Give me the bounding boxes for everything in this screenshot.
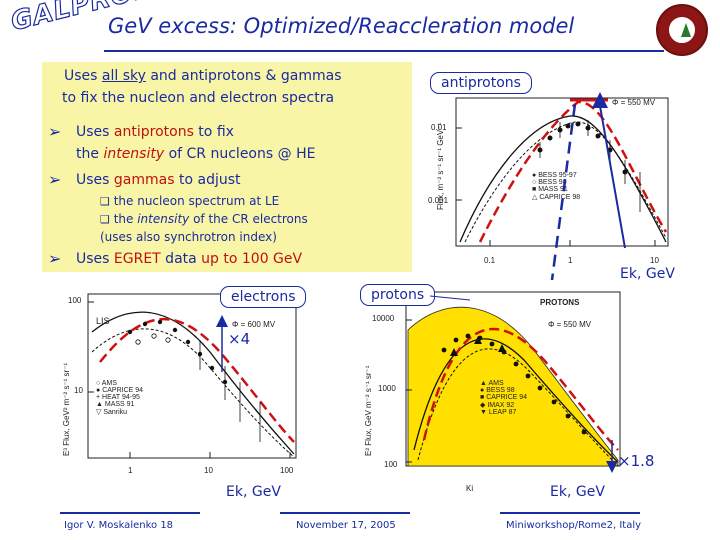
footer-date: November 17, 2005 [296, 520, 396, 531]
protons-tag: protons [360, 284, 436, 306]
university-seal-icon [656, 4, 708, 56]
intro-line-1: Uses all sky and antiprotons & gammas [64, 68, 342, 84]
pbar-ylabel: Flux, m⁻² s⁻¹ sr⁻¹ GeV⁻¹ [436, 122, 445, 210]
proton-xlabel: Ki [466, 484, 474, 493]
electron-ytick: 100 [68, 296, 82, 305]
slide-title: GeV excess: Optimized/Reaccleration mode… [108, 14, 575, 38]
proton-ytick: 10000 [372, 314, 395, 323]
electron-xtick: 10 [204, 466, 213, 475]
pbar-ytick: 0.01 [431, 123, 447, 132]
pbar-phi: Φ = 550 MV [612, 98, 656, 107]
proton-legend: ▲ AMS ● BESS 98 ■ CAPRICE 94 ◆ IMAX 92 ▼… [480, 380, 528, 416]
x4-factor: ×4 [228, 330, 251, 348]
footer-rule [500, 512, 640, 514]
bullet-box [42, 62, 412, 272]
intro-line-2: to fix the nucleon and electron spectra [62, 90, 335, 106]
antiprotons-tag: antiprotons [430, 72, 532, 94]
pbar-xtick: 0.1 [484, 256, 496, 265]
bullet-3: Uses EGRET data up to 100 GeV [76, 251, 303, 267]
footer-venue: Miniworkshop/Rome2, Italy [506, 520, 642, 531]
pbar-legend: ● BESS 95-97 ○ BESS 98 ■ MASS 91 △ CAPRI… [532, 172, 581, 201]
arrow-bullet-icon: ➢ [48, 249, 62, 268]
arrow-bullet-icon: ➢ [48, 122, 62, 141]
electron-ytick: 10 [74, 386, 83, 395]
electron-plot [87, 293, 297, 459]
footer-rule [60, 512, 200, 514]
pbar-ytick: 0.001 [428, 196, 449, 205]
pbar-ek-label: Ek, GeV [620, 266, 675, 282]
footer-author: Igor V. Moskalenko 18 [64, 520, 174, 531]
proton-plot [405, 291, 621, 467]
arrow-bullet-icon: ➢ [48, 170, 62, 189]
sub-bullet-2: ❑ the intensity of the CR electrons [100, 212, 308, 226]
pbar-xtick: 10 [650, 256, 659, 265]
proton-phi: Φ = 550 MV [548, 320, 592, 329]
electron-ylabel: E³ Flux, GeV² m⁻² s⁻¹ sr⁻¹ [62, 362, 71, 456]
bullet-1-line-2: the intensity of CR nucleons @ HE [76, 146, 316, 162]
proton-ytick: 100 [384, 460, 398, 469]
electron-phi: Φ = 600 MV [232, 320, 276, 329]
pbar-xtick: 1 [568, 256, 573, 265]
proton-plot-title: PROTONS [540, 298, 580, 307]
electrons-tag: electrons [220, 286, 307, 308]
footer-rule [280, 512, 410, 514]
title-underline [104, 50, 664, 52]
x18-factor: ×1.8 [618, 452, 655, 470]
proton-ek-label: Ek, GeV [550, 484, 605, 500]
bullet-1: Uses antiprotons to fix [76, 124, 234, 140]
electron-xtick: 100 [280, 466, 294, 475]
bullet-2: Uses gammas to adjust [76, 172, 241, 188]
electron-lis: LIS [96, 316, 110, 326]
electron-legend: ○ AMS ● CAPRICE 94 + HEAT 94-95 ▲ MASS 9… [96, 380, 144, 416]
proton-ylabel: E² Flux, GeV m⁻² s⁻¹ sr⁻¹ [364, 365, 373, 456]
sub-bullet-1: ❑ the nucleon spectrum at LE [100, 194, 280, 208]
proton-ytick: 1000 [378, 384, 396, 393]
sub-bullet-2-line-2: (uses also synchrotron index) [100, 230, 277, 244]
electron-xtick: 1 [128, 466, 133, 475]
electron-ek-label: Ek, GeV [226, 484, 281, 500]
